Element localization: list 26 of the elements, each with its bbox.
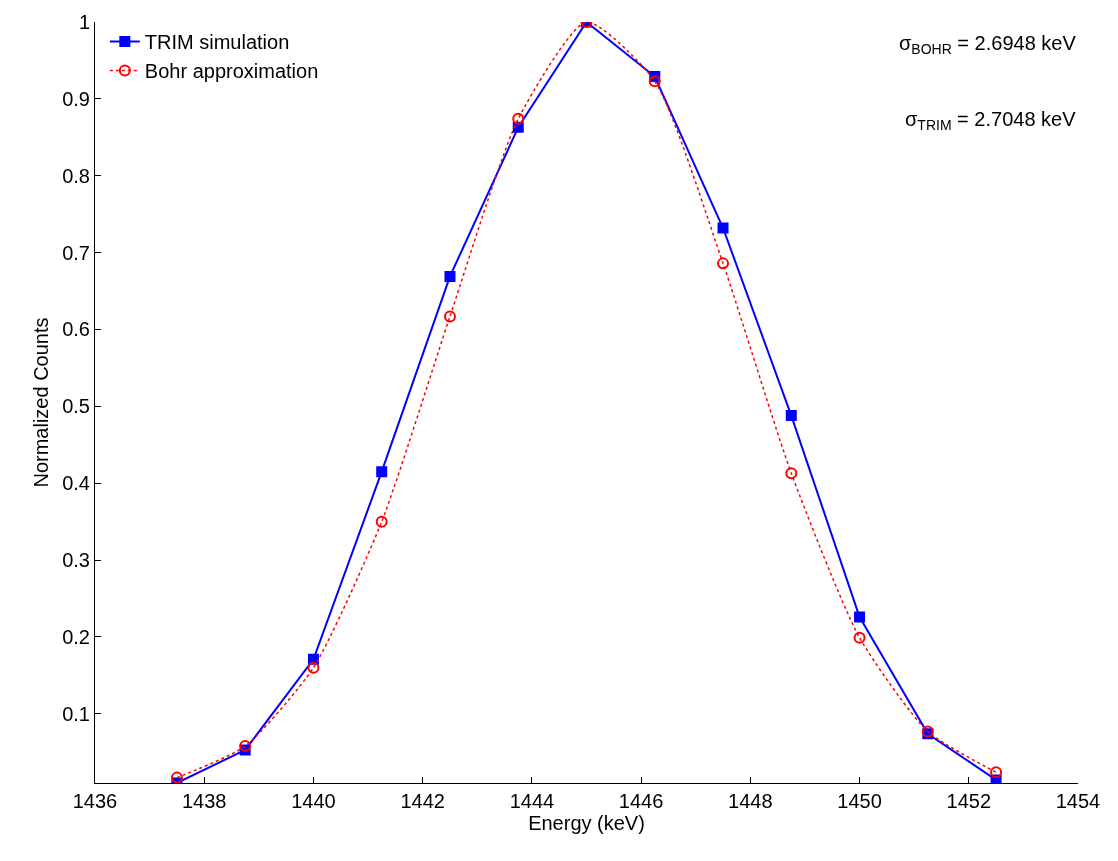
y-tick-label: 0.3 [62,549,90,572]
x-tick-label: 1440 [291,790,336,812]
x-tick-label: 1446 [618,790,664,812]
legend-label: Bohr approximation [144,60,319,83]
x-tick-label: 1448 [728,790,773,812]
y-tick-label: 0.2 [62,625,90,648]
annotation: σ$_{BOHR}$ = 2.6948 keV [899,32,1077,58]
y-tick-label: 0.6 [62,318,90,341]
x-tick-label: 1438 [181,790,227,812]
x-axis-title: Energy (keV) [528,812,645,834]
y-axis-title: Normalized Counts [29,317,52,488]
y-tick-label: 0.5 [62,395,90,418]
x-tick-label: 1436 [72,790,118,812]
x-tick-label: 1442 [400,790,445,812]
annotation: σ$_{TRIM}$ = 2.7048 keV [905,108,1077,134]
x-tick-label: 1454 [1055,790,1101,812]
y-tick-label: 1 [78,11,90,33]
legend-label: TRIM simulation [144,31,290,54]
x-tick-label: 1452 [946,790,992,812]
y-tick-label: 0.1 [62,702,90,725]
x-tick-label: 1450 [837,790,882,812]
x-tick-label: 1444 [509,790,555,812]
y-tick-label: 0.9 [62,87,90,110]
y-tick-label: 0.4 [62,472,90,495]
y-tick-label: 0.7 [62,241,90,264]
y-tick-label: 0.8 [62,164,90,187]
